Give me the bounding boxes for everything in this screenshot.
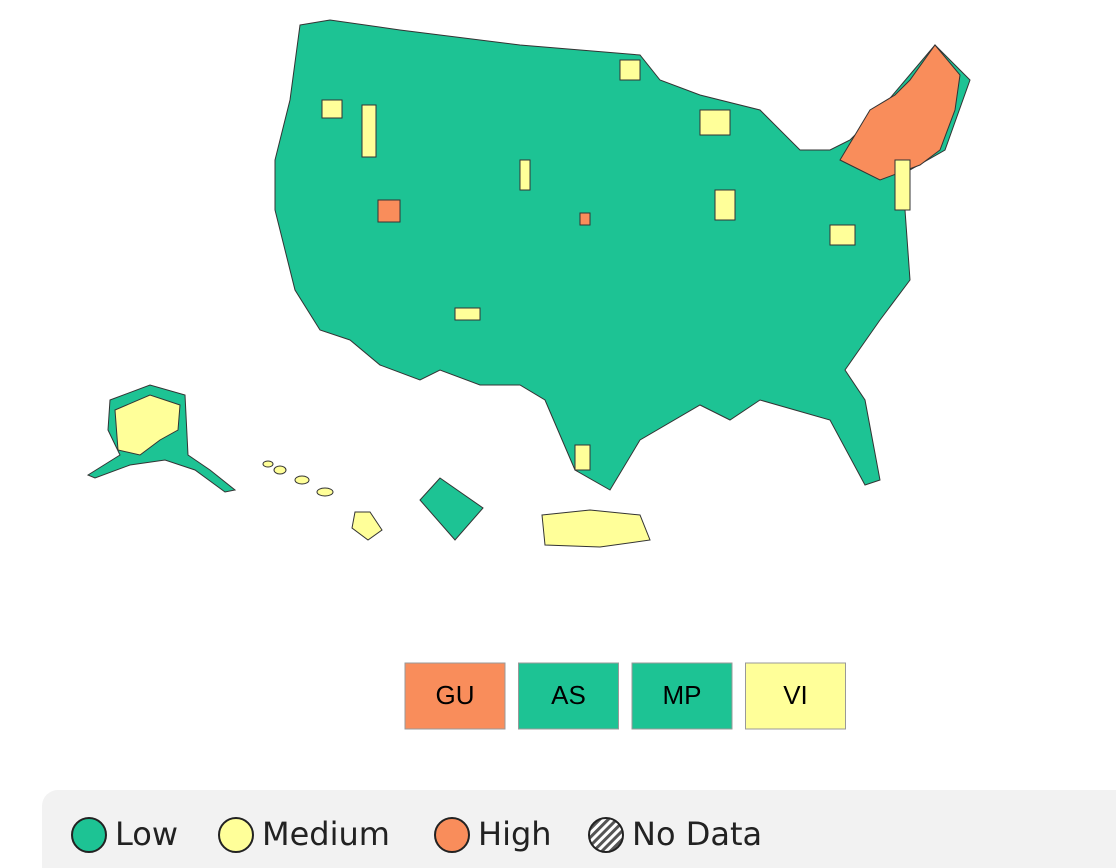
high-county — [579, 212, 591, 226]
territory-label: VI — [783, 680, 808, 710]
territory-box — [745, 662, 846, 730]
medium-county — [321, 99, 343, 119]
us-map — [86, 19, 971, 548]
legend-label: Medium — [262, 815, 390, 853]
medium-county — [699, 109, 731, 136]
legend-label: Low — [115, 815, 178, 853]
territories: GU AS MP VI — [404, 662, 846, 730]
medium-county — [454, 307, 481, 321]
district-of-columbia — [419, 477, 484, 541]
medium-county — [829, 224, 856, 246]
legend-label: No Data — [632, 815, 762, 853]
medium-county — [519, 159, 531, 191]
medium-county — [574, 444, 591, 471]
territory-label: AS — [551, 680, 586, 710]
legend-label: High — [478, 815, 552, 853]
territory-box — [631, 662, 733, 730]
legend-swatch — [588, 817, 624, 853]
legend-swatch — [434, 817, 470, 853]
legend-swatch — [71, 817, 107, 853]
hawaii — [262, 460, 383, 541]
alaska-medium — [114, 394, 181, 456]
territory-box — [404, 662, 506, 730]
high-region-northeast — [839, 44, 961, 181]
legend-swatch — [218, 817, 254, 853]
legend: Low Medium High No Data — [71, 815, 762, 853]
medium-county — [894, 159, 911, 211]
territory-label: MP — [663, 680, 702, 710]
medium-county — [714, 189, 736, 221]
territory-box — [518, 662, 619, 730]
contiguous-us — [274, 19, 971, 491]
medium-county — [361, 104, 377, 158]
medium-county — [619, 59, 641, 81]
puerto-rico — [541, 509, 651, 548]
territory-label: GU — [436, 680, 475, 710]
high-county — [377, 199, 401, 223]
legend-background — [42, 790, 1116, 868]
